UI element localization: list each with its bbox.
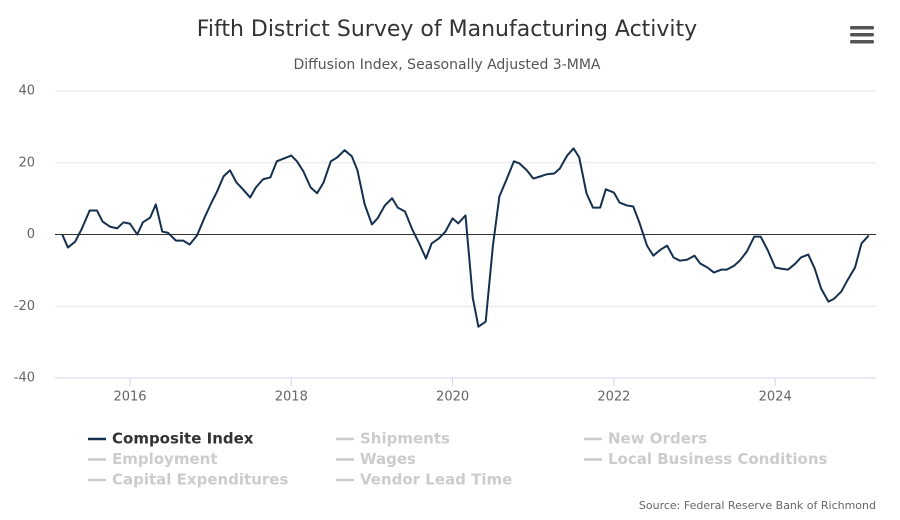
x-tick-label: 2022 <box>597 390 630 405</box>
x-tick-label: 2024 <box>759 390 792 405</box>
chart-title: Fifth District Survey of Manufacturing A… <box>197 17 697 42</box>
menu-bar[interactable] <box>850 33 874 37</box>
legend-item[interactable]: Wages <box>360 450 416 468</box>
legend-item[interactable]: Capital Expenditures <box>112 471 288 489</box>
y-tick-label: 0 <box>27 227 35 242</box>
y-tick-label: 40 <box>18 84 35 99</box>
menu-button[interactable] <box>850 26 874 44</box>
menu-bar[interactable] <box>850 26 874 30</box>
y-tick-label: -20 <box>14 299 35 314</box>
x-tick-label: 2018 <box>275 390 308 405</box>
series-line <box>61 147 870 328</box>
legend-item[interactable]: New Orders <box>608 430 707 448</box>
legend-item[interactable]: Local Business Conditions <box>608 450 828 468</box>
legend-item[interactable]: Shipments <box>360 430 450 448</box>
chart-subtitle: Diffusion Index, Seasonally Adjusted 3-M… <box>293 57 600 73</box>
x-tick-label: 2016 <box>113 390 146 405</box>
y-tick-label: -40 <box>14 371 35 386</box>
legend-item[interactable]: Vendor Lead Time <box>360 471 512 489</box>
x-tick-label: 2020 <box>436 390 469 405</box>
legend-item[interactable]: Composite Index <box>112 430 254 448</box>
menu-bar[interactable] <box>850 40 874 44</box>
legend-item[interactable]: Employment <box>112 450 218 468</box>
source: Source: Federal Reserve Bank of Richmond <box>639 499 876 512</box>
y-tick-label: 20 <box>18 155 35 170</box>
